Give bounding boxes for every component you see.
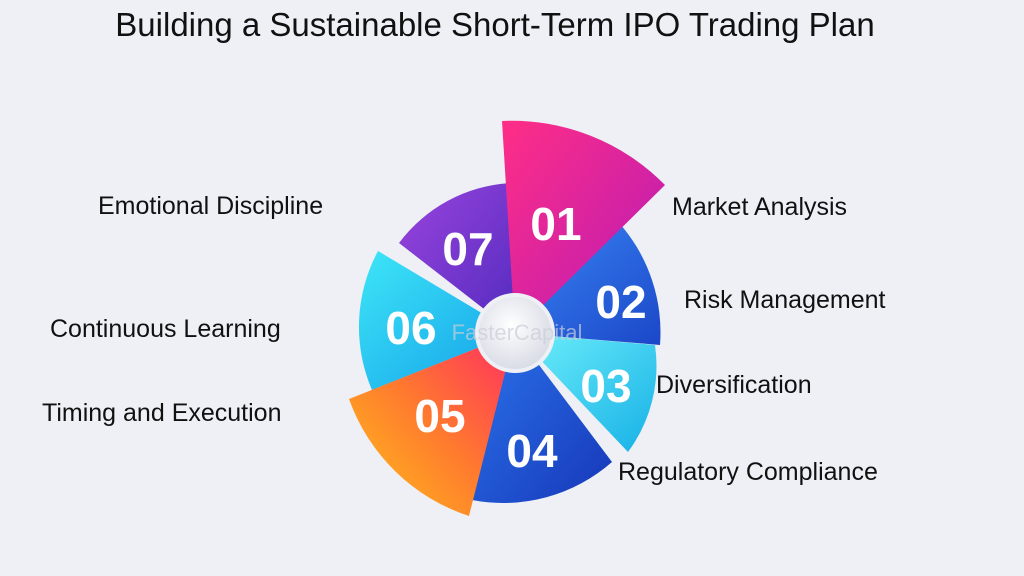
segment-number-03: 03 <box>580 360 631 412</box>
center-hub <box>475 293 555 373</box>
segment-02 <box>515 224 661 345</box>
label-diversification: Diversification <box>656 371 812 399</box>
segment-07 <box>399 183 515 333</box>
label-market-analysis: Market Analysis <box>672 193 848 221</box>
watermark-text: FasterCapital <box>452 320 583 345</box>
segment-number-06: 06 <box>385 302 436 354</box>
segment-number-02: 02 <box>595 276 646 328</box>
page-title: Building a Sustainable Short-Term IPO Tr… <box>115 6 875 43</box>
segment-number-01: 01 <box>530 198 581 250</box>
segment-05 <box>349 333 515 516</box>
label-risk-management: Risk Management <box>684 286 886 314</box>
segment-04 <box>472 333 612 503</box>
segment-number-07: 07 <box>442 223 493 275</box>
label-continuous-learning: Continuous Learning <box>50 315 281 343</box>
segment-number-05: 05 <box>414 390 465 442</box>
label-emotional-discipline: Emotional Discipline <box>98 192 324 220</box>
segment-06 <box>358 251 515 390</box>
label-timing-and-execution: Timing and Execution <box>42 399 282 427</box>
label-regulatory-compliance: Regulatory Compliance <box>618 458 878 486</box>
segment-number-04: 04 <box>506 425 558 477</box>
segment-03 <box>515 333 657 452</box>
segment-01 <box>502 120 665 334</box>
